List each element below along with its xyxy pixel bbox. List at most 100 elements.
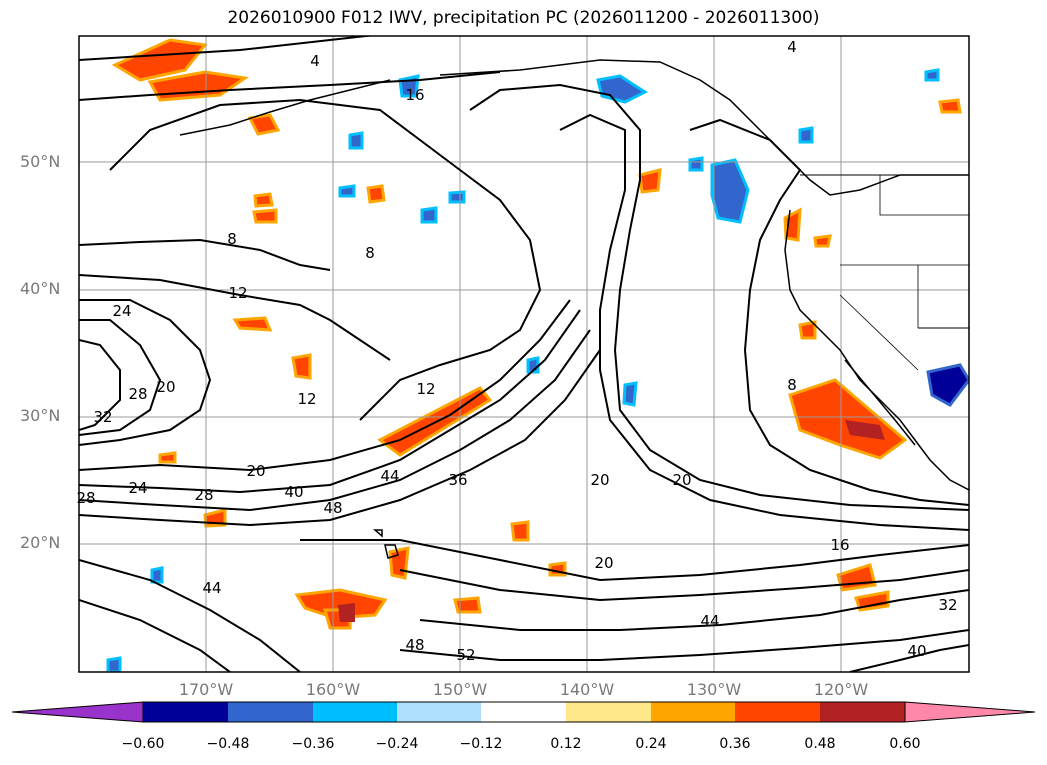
lat-label-20: 20°N [20,533,61,552]
colorbar-segment [735,702,820,722]
lat-label-40: 40°N [20,279,61,298]
colorbar-segment [820,702,905,722]
precip-area [106,656,122,672]
lat-label-30: 30°N [20,406,61,425]
colorbar-tick-label: 0.12 [550,736,582,752]
precip-area [926,363,969,407]
contour-line [79,299,212,446]
precip-area [638,168,662,194]
contour-line [79,71,501,101]
graticule [79,36,969,672]
contour-line [399,629,969,661]
lon-label-140w: 140°W [559,680,615,699]
contour-line [79,349,601,527]
coastlines [179,59,969,559]
precip-area [111,38,208,82]
precip-area [710,158,750,224]
lon-label-150w: 150°W [432,680,488,699]
precip-area [338,184,356,198]
precip-area [510,520,530,542]
lon-label-170w: 170°W [178,680,234,699]
precip-area [291,353,312,380]
contour-line [79,274,391,361]
precip-area [150,566,164,584]
hawaii-islands [372,529,399,559]
plot-frame [78,35,970,673]
contour-line [559,113,969,531]
colorbar-tick-label: 0.60 [889,736,921,752]
contour-line [79,238,331,271]
precip-area [798,320,817,340]
iwv-contours [79,36,969,672]
contour-line [79,319,162,436]
contour-line [849,644,969,672]
colorbar-over-triangle [904,701,1036,723]
precip-area [252,208,278,224]
precip-area [813,234,832,248]
precip-area [294,588,388,620]
precip-area [348,131,364,150]
contour-line [79,339,121,431]
colorbar-tick-label: 0.36 [719,736,751,752]
precip-area [232,316,273,332]
precip-area [622,381,638,407]
lat-label-50: 50°N [20,152,61,171]
precip-area [688,156,704,172]
lon-label-160w: 160°W [305,680,361,699]
contour-line [399,569,969,602]
colorbar-segment [566,702,651,722]
colorbar-tick-label: −0.36 [291,736,335,752]
contour-line [79,309,581,494]
contour-line [79,299,571,472]
precip-area [388,546,410,580]
colorbar-under-triangle [11,701,144,723]
precip-area [247,113,281,136]
contour-line [689,118,969,506]
aleutian-islands [179,79,391,136]
contour-line [300,539,969,582]
precip-area [924,68,940,82]
colorbar-segment [481,702,566,722]
baja-california [844,359,916,446]
precip-area [420,206,438,224]
contour-line [79,599,231,672]
colorbar-segment [228,702,313,722]
colorbar-segment [143,702,228,722]
colorbar-tick-label: −0.24 [375,736,419,752]
colorbar-segment [651,702,735,722]
na-west-coast [784,209,969,491]
precip-area [338,603,355,622]
colorbar-segment [397,702,481,722]
precip-area [845,420,885,440]
precip-negative-areas [106,68,969,672]
colorbar [11,701,1036,723]
precip-peak-areas [338,420,885,622]
colorbar-tick-label: −0.12 [459,736,503,752]
precip-area [798,126,814,144]
precip-area [448,190,466,204]
lon-label-120w: 120°W [813,680,869,699]
precip-area [253,192,274,208]
state-borders [839,175,969,371]
contour-line [79,329,591,512]
contour-line [419,589,969,631]
alaska-coast [439,59,969,196]
contour-line [469,83,969,511]
colorbar-tick-label: −0.60 [121,736,165,752]
contour-line [79,559,301,672]
precip-area [453,596,482,614]
precip-area [398,74,420,98]
lon-label-130w: 130°W [686,680,742,699]
colorbar-frame [142,701,906,723]
colorbar-segment [313,702,397,722]
precip-area [366,184,386,204]
colorbar-tick-label: 0.48 [804,736,836,752]
plot-area [79,36,969,672]
contour-line [109,98,542,421]
precip-area [158,451,177,464]
map-title: 2026010900 F012 IWV, precipitation PC (2… [227,8,820,28]
colorbar-tick-label: 0.24 [635,736,667,752]
colorbar-tick-label: −0.48 [206,736,250,752]
precip-area [854,590,890,612]
